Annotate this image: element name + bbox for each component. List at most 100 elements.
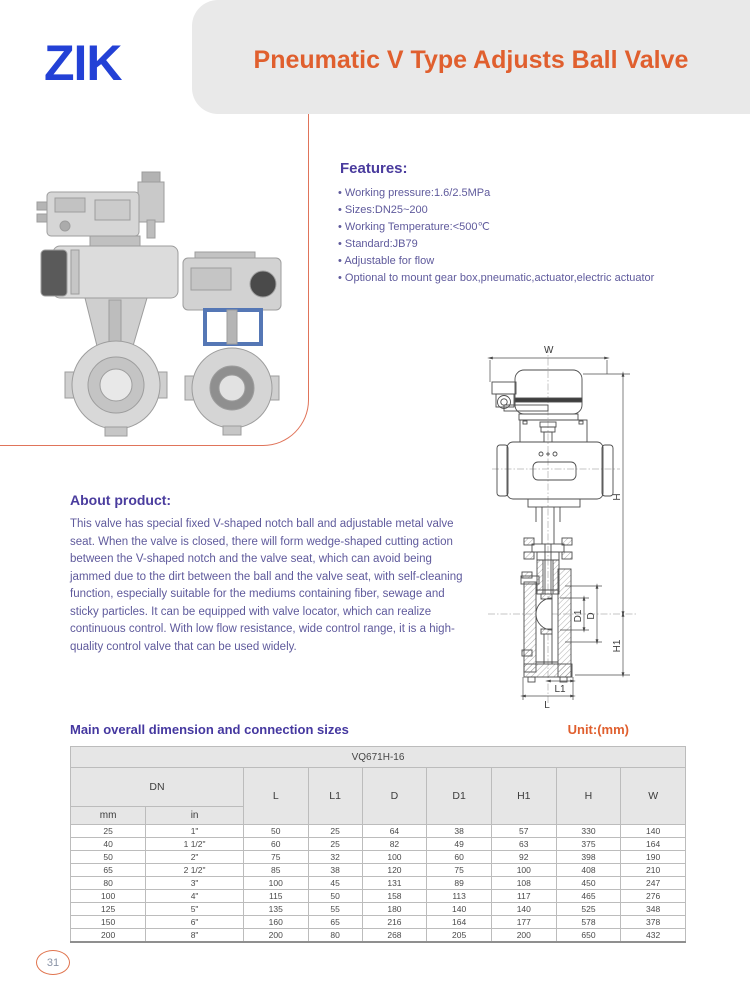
- table-cell: 113: [426, 889, 492, 903]
- feature-item: Working Temperature:<500℃: [338, 219, 718, 236]
- table-cell: 32: [307, 850, 363, 864]
- about-heading: About product:: [70, 492, 172, 508]
- table-cell: 158: [361, 889, 428, 903]
- table-cell: 5": [145, 902, 244, 916]
- table-cell: 120: [361, 863, 428, 877]
- dimensions-header: Main overall dimension and connection si…: [70, 722, 686, 737]
- table-cell: 375: [555, 837, 622, 851]
- table-row: 125 5" 135 55 180 140 140 525 348: [69, 902, 686, 916]
- features-list: Working pressure:1.6/2.5MPa Sizes:DN25~2…: [338, 185, 718, 287]
- table-cell: 4": [145, 889, 244, 903]
- feature-item: Working pressure:1.6/2.5MPa: [338, 185, 718, 202]
- table-cell: 348: [620, 902, 686, 916]
- table-cell: 75: [242, 850, 309, 864]
- table-cell: 650: [555, 928, 622, 943]
- table-cell: 247: [620, 876, 686, 890]
- table-cell: 80: [307, 928, 363, 943]
- table-cell: 210: [620, 863, 686, 877]
- table-cell: 205: [426, 928, 492, 943]
- table-row: 150 6" 160 65 216 164 177 578 378: [69, 915, 686, 929]
- col-header-mm: mm: [69, 806, 147, 825]
- table-cell: 100: [490, 863, 557, 877]
- subheader-row: mm in: [69, 806, 686, 825]
- table-cell: 6": [145, 915, 244, 929]
- table-cell: 1 1/2": [145, 837, 244, 851]
- table-cell: 117: [490, 889, 557, 903]
- photo-frame-border: [0, 0, 309, 446]
- col-header-d1: D1: [426, 767, 492, 825]
- table-cell: 465: [555, 889, 622, 903]
- table-cell: 63: [490, 837, 557, 851]
- table-row: 100 4" 115 50 158 113 117 465 276: [69, 889, 686, 903]
- table-cell: 108: [490, 876, 557, 890]
- table-cell: 57: [490, 824, 557, 838]
- table-cell: 49: [426, 837, 492, 851]
- dimensions-table: VQ671H-16 DN L L1 D D1 H1 H W mm in 25 1"…: [69, 746, 686, 943]
- table-cell: 432: [620, 928, 686, 943]
- table-cell: 200: [490, 928, 557, 943]
- dimensions-heading: Main overall dimension and connection si…: [70, 722, 349, 737]
- table-cell: 82: [361, 837, 428, 851]
- table-cell: 60: [242, 837, 309, 851]
- col-header-w: W: [620, 767, 686, 825]
- table-cell: 160: [242, 915, 309, 929]
- col-header-in: in: [145, 806, 244, 825]
- col-header-l: L: [242, 767, 309, 825]
- table-cell: 25: [307, 824, 363, 838]
- col-header-dn: DN: [70, 767, 244, 807]
- table-cell: 65: [69, 863, 147, 877]
- table-cell: 40: [69, 837, 147, 851]
- table-cell: 25: [307, 837, 363, 851]
- table-cell: 150: [69, 915, 147, 929]
- table-cell: 200: [69, 928, 147, 943]
- table-cell: 398: [555, 850, 622, 864]
- table-cell: 525: [555, 902, 622, 916]
- table-cell: 89: [426, 876, 492, 890]
- table-cell: 125: [69, 902, 147, 916]
- table-cell: 60: [426, 850, 492, 864]
- table-cell: 177: [490, 915, 557, 929]
- dim-label-l: L: [544, 700, 550, 711]
- header-row: DN L L1 D D1 H1 H W: [70, 767, 686, 825]
- technical-drawing: W H D1 D H1 L1 L: [487, 345, 636, 711]
- dim-label-w: W: [544, 345, 554, 356]
- page-number-badge: 31: [36, 950, 70, 975]
- table-cell: 100: [242, 876, 309, 890]
- feature-item: Standard:JB79: [338, 236, 718, 253]
- table-cell: 164: [426, 915, 492, 929]
- table-cell: 92: [490, 850, 557, 864]
- table-cell: 50: [307, 889, 363, 903]
- table-cell: 85: [242, 863, 309, 877]
- table-cell: 276: [620, 889, 686, 903]
- table-cell: 330: [555, 824, 622, 838]
- table-cell: 268: [361, 928, 428, 943]
- table-cell: 408: [555, 863, 622, 877]
- col-header-h1: H1: [490, 767, 557, 825]
- table-cell: 75: [426, 863, 492, 877]
- table-body: 25 1" 50 25 64 38 57 330 140 40 1 1/2" 60 25 82 49 63 37…: [69, 824, 686, 943]
- feature-item: Optional to mount gear box,pneumatic,act…: [338, 270, 718, 287]
- dim-label-h1: H1: [612, 639, 623, 652]
- page-number: 31: [46, 956, 60, 969]
- feature-item: Adjustable for flow: [338, 253, 718, 270]
- table-row: 65 2 1/2" 85 38 120 75 100 408 210: [69, 863, 686, 877]
- table-cell: 55: [307, 902, 363, 916]
- col-header-l1: L1: [307, 767, 363, 825]
- table-cell: 190: [620, 850, 686, 864]
- table-cell: 80: [69, 876, 147, 890]
- header-band: Pneumatic V Type Adjusts Ball Valve: [192, 0, 750, 114]
- unit-label: Unit:(mm): [567, 722, 629, 737]
- table-cell: 140: [426, 902, 492, 916]
- dim-label-l1: L1: [554, 684, 566, 695]
- table-cell: 64: [361, 824, 428, 838]
- table-cell: 180: [361, 902, 428, 916]
- table-cell: 115: [242, 889, 309, 903]
- table-cell: 200: [242, 928, 309, 943]
- dim-label-h: H: [612, 493, 623, 500]
- dimensions-section: Main overall dimension and connection si…: [69, 722, 686, 943]
- col-header-h: H: [555, 767, 622, 825]
- table-cell: 2 1/2": [145, 863, 244, 877]
- feature-item: Sizes:DN25~200: [338, 202, 718, 219]
- table-row: 80 3" 100 45 131 89 108 450 247: [69, 876, 686, 890]
